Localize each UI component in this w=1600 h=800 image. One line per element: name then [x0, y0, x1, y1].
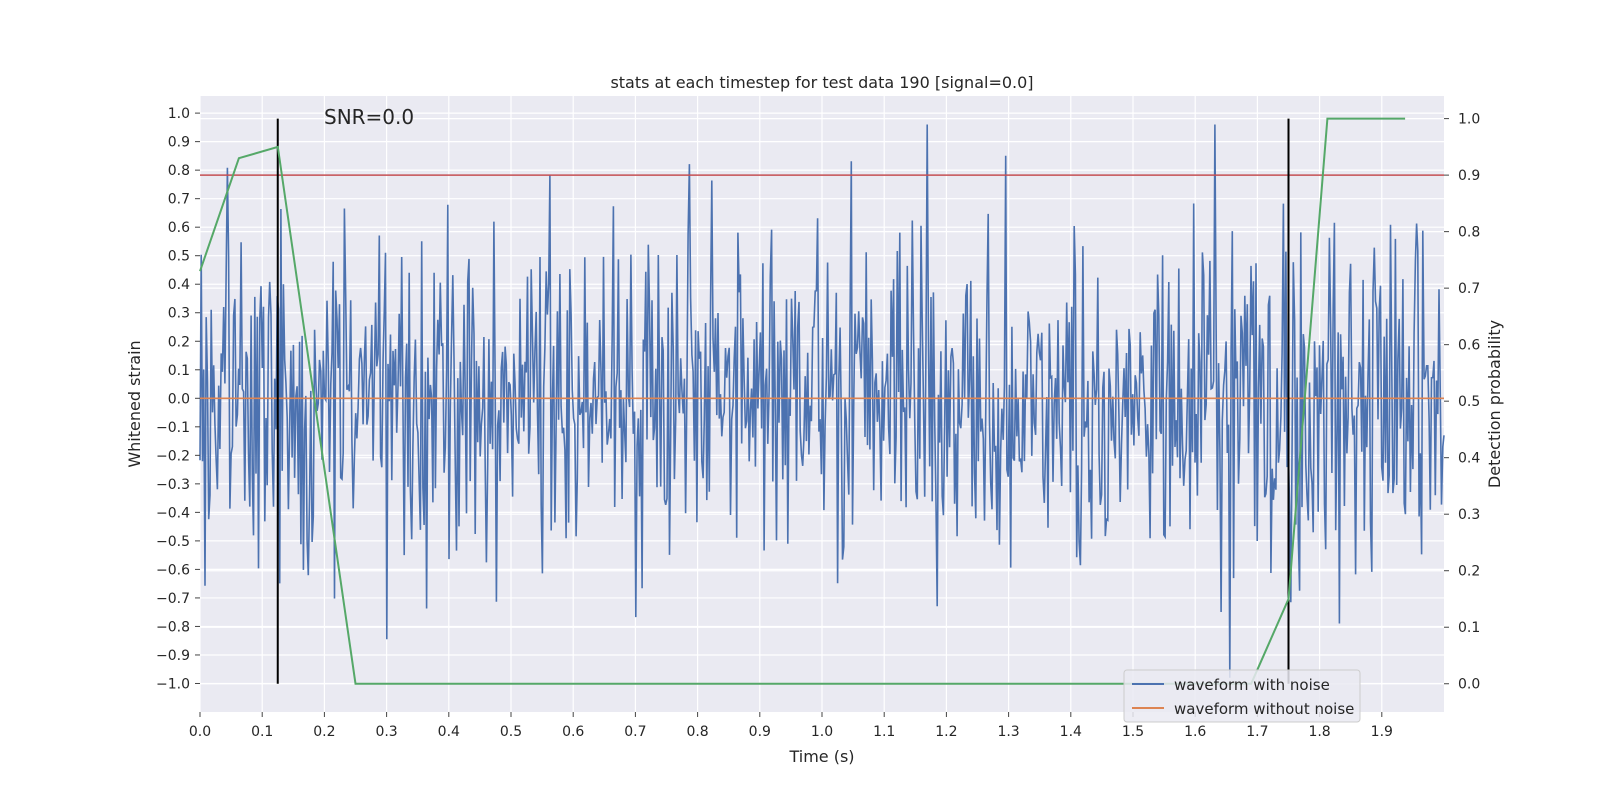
y-left-tick-label: 0.2	[168, 334, 190, 350]
x-tick-label: 1.9	[1371, 724, 1393, 740]
y-left-tick-label: 0.9	[168, 135, 190, 151]
y-left-tick-label: 0.4	[168, 277, 190, 293]
y-left-tick-label: −0.9	[156, 648, 190, 664]
x-tick-label: 1.0	[811, 724, 833, 740]
y-left-tick-label: 0.3	[168, 306, 190, 322]
x-tick-label: 1.4	[1060, 724, 1082, 740]
y-left-tick-label: 0.1	[168, 363, 190, 379]
chart-title: stats at each timestep for test data 190…	[610, 73, 1033, 92]
y-left-tick-label: 0.5	[168, 249, 190, 265]
y-right-tick-label: 0.1	[1458, 620, 1480, 636]
snr-annotation: SNR=0.0	[324, 105, 414, 129]
x-tick-label: 1.6	[1184, 724, 1206, 740]
y-left-tick-label: −0.3	[156, 477, 190, 493]
x-tick-label: 1.2	[935, 724, 957, 740]
x-tick-label: 0.2	[313, 724, 335, 740]
x-tick-label: 0.6	[562, 724, 584, 740]
y-axis-right-label: Detection probability	[1485, 320, 1504, 488]
series-detection-probability	[199, 117, 1406, 685]
y-left-tick-label: 0.7	[168, 192, 190, 208]
y-right-tick-label: 0.4	[1458, 451, 1480, 467]
x-tick-label: 0.3	[375, 724, 397, 740]
x-tick-label: 0.9	[749, 724, 771, 740]
x-tick-label: 1.1	[873, 724, 895, 740]
y-right-tick-label: 0.5	[1458, 394, 1480, 410]
y-left-tick-label: −0.4	[156, 505, 190, 521]
marks	[199, 117, 1445, 685]
y-left-tick-label: −0.7	[156, 591, 190, 607]
x-axis-label: Time (s)	[788, 747, 854, 766]
y-left-tick-label: −1.0	[156, 676, 190, 692]
y-right-tick-label: 0.8	[1458, 225, 1480, 241]
y-right-tick-label: 0.7	[1458, 281, 1480, 297]
x-tick-label: 1.8	[1308, 724, 1330, 740]
y-left-tick-label: −0.5	[156, 534, 190, 550]
y-left-tick-label: −0.6	[156, 562, 190, 578]
x-tick-label: 0.8	[686, 724, 708, 740]
y-left-tick-label: −0.1	[156, 420, 190, 436]
y-right-tick-label: 1.0	[1458, 112, 1480, 128]
legend: waveform with noise waveform without noi…	[1123, 669, 1361, 723]
y-left-tick-label: 0.6	[168, 220, 190, 236]
x-tick-label: 0.7	[624, 724, 646, 740]
y-left-tick-label: 1.0	[168, 106, 190, 122]
x-tick-label: 0.1	[251, 724, 273, 740]
x-tick-label: 1.7	[1246, 724, 1268, 740]
y-right-tick-label: 0.9	[1458, 168, 1480, 184]
x-tick-label: 1.5	[1122, 724, 1144, 740]
x-tick-label: 0.0	[189, 724, 211, 740]
y-right-tick-label: 0.0	[1458, 677, 1480, 693]
y-left-tick-label: 0.0	[168, 391, 190, 407]
y-right-tick-label: 0.3	[1458, 507, 1480, 523]
legend-label-clean: waveform without noise	[1174, 700, 1354, 718]
y-right-tick-label: 0.6	[1458, 338, 1480, 354]
x-tick-label: 1.3	[997, 724, 1019, 740]
x-tick-label: 0.5	[500, 724, 522, 740]
legend-label-noise: waveform with noise	[1174, 676, 1330, 694]
y-left-tick-label: 0.8	[168, 163, 190, 179]
y-left-tick-label: −0.8	[156, 619, 190, 635]
y-left-tick-label: −0.2	[156, 448, 190, 464]
y-axis-left-label: Whitened strain	[125, 340, 144, 467]
y-right-tick-label: 0.2	[1458, 564, 1480, 580]
legend-box	[1123, 669, 1361, 723]
axes: 0.0 0.1 0.2 0.3 0.4 0.5 0.6 0.7 0.8 0.9 1.0 1.1 1.2 1…	[156, 106, 1480, 740]
series-waveform-with-noise	[199, 124, 1445, 678]
x-tick-label: 0.4	[438, 724, 460, 740]
